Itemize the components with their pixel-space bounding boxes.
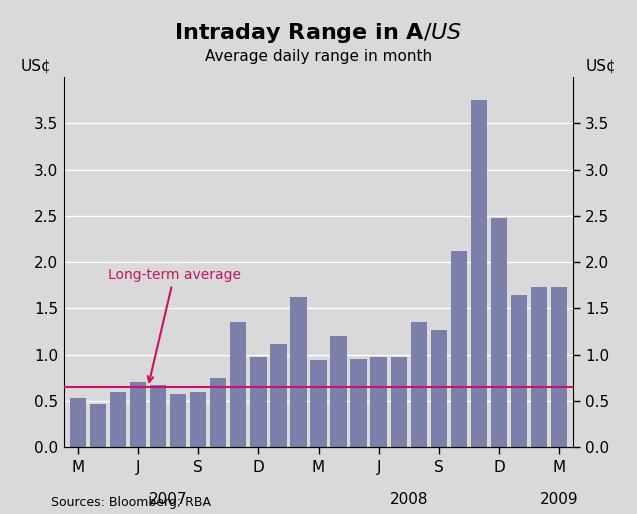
- Text: US¢: US¢: [20, 59, 51, 74]
- Bar: [551, 287, 568, 447]
- Text: 2007: 2007: [149, 491, 187, 507]
- Text: 2009: 2009: [540, 491, 578, 507]
- Bar: [491, 218, 507, 447]
- Text: Average daily range in month: Average daily range in month: [205, 49, 432, 64]
- Bar: [69, 398, 86, 447]
- Text: Intraday Range in A$/US$: Intraday Range in A$/US$: [175, 21, 462, 45]
- Bar: [511, 295, 527, 447]
- Bar: [531, 287, 547, 447]
- Bar: [310, 360, 327, 447]
- Bar: [190, 392, 206, 447]
- Bar: [270, 343, 287, 447]
- Bar: [130, 382, 146, 447]
- Bar: [170, 394, 186, 447]
- Text: Long-term average: Long-term average: [108, 268, 241, 382]
- Bar: [471, 100, 487, 447]
- Bar: [230, 322, 247, 447]
- Bar: [331, 336, 347, 447]
- Bar: [371, 357, 387, 447]
- Bar: [411, 322, 427, 447]
- Bar: [350, 359, 367, 447]
- Text: US¢: US¢: [586, 59, 617, 74]
- Bar: [210, 378, 226, 447]
- Text: Sources: Bloomberg; RBA: Sources: Bloomberg; RBA: [51, 496, 211, 509]
- Text: 2008: 2008: [390, 491, 428, 507]
- Bar: [90, 403, 106, 447]
- Bar: [431, 329, 447, 447]
- Bar: [150, 385, 166, 447]
- Bar: [290, 297, 306, 447]
- Bar: [250, 357, 266, 447]
- Bar: [451, 251, 467, 447]
- Bar: [390, 357, 407, 447]
- Bar: [110, 392, 126, 447]
